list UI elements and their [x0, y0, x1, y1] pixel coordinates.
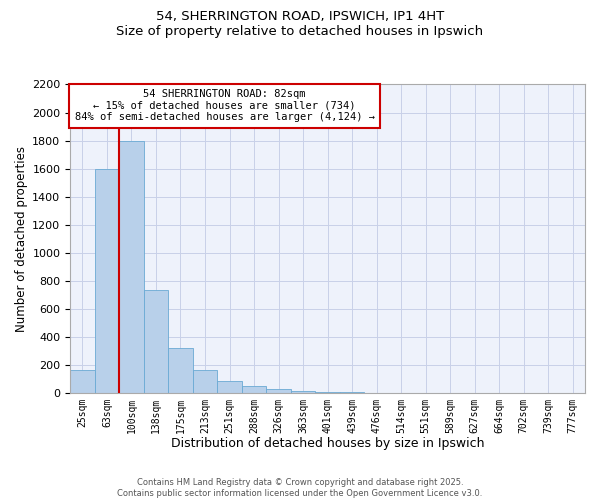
- Bar: [119, 140, 143, 392]
- Bar: [266, 388, 291, 392]
- Bar: [193, 370, 217, 392]
- Bar: [217, 381, 242, 392]
- Bar: [242, 386, 266, 392]
- Bar: [143, 290, 168, 392]
- X-axis label: Distribution of detached houses by size in Ipswich: Distribution of detached houses by size …: [171, 437, 484, 450]
- Text: Contains HM Land Registry data © Crown copyright and database right 2025.
Contai: Contains HM Land Registry data © Crown c…: [118, 478, 482, 498]
- Bar: [168, 348, 193, 393]
- Y-axis label: Number of detached properties: Number of detached properties: [15, 146, 28, 332]
- Text: 54, SHERRINGTON ROAD, IPSWICH, IP1 4HT
Size of property relative to detached hou: 54, SHERRINGTON ROAD, IPSWICH, IP1 4HT S…: [116, 10, 484, 38]
- Bar: [95, 168, 119, 392]
- Text: 54 SHERRINGTON ROAD: 82sqm
← 15% of detached houses are smaller (734)
84% of sem: 54 SHERRINGTON ROAD: 82sqm ← 15% of deta…: [74, 89, 374, 122]
- Bar: [70, 370, 95, 392]
